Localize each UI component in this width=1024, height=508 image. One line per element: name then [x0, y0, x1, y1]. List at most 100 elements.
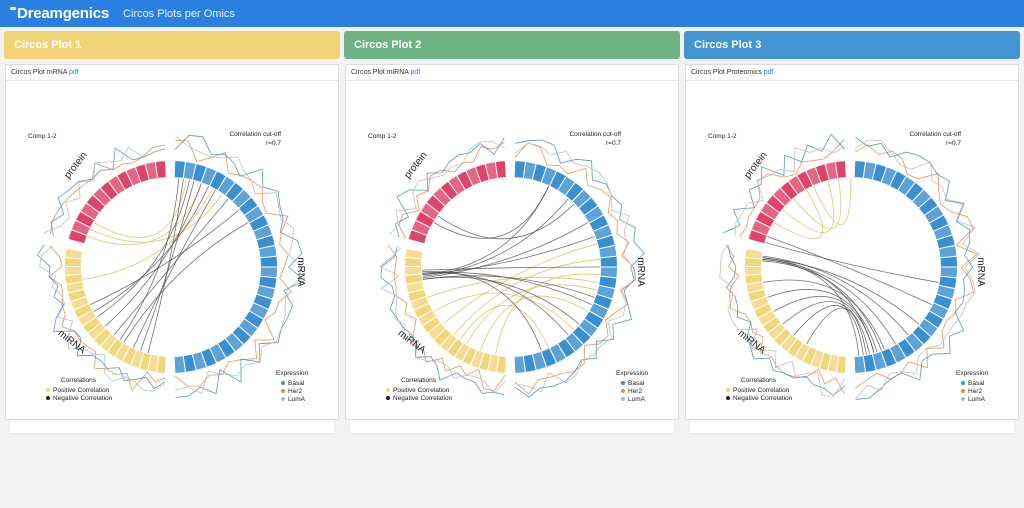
plot-text: r=0.7 [606, 140, 621, 147]
mrna-block-segment [863, 354, 876, 372]
app-title: Circos Plots per Omics [123, 7, 235, 20]
panel-header[interactable]: Circos Plot 3 [684, 31, 1020, 59]
protein-block-segment [815, 164, 829, 183]
correlation-link [453, 258, 600, 336]
mrna-block-segment [514, 161, 525, 178]
protein-block-segment [117, 171, 133, 190]
mrna-block-segment [579, 319, 598, 337]
mirna-block-segment [71, 296, 89, 310]
plot-text: LumA [288, 396, 306, 403]
mrna-block-segment [244, 311, 264, 328]
mrna-block-segment [550, 344, 566, 363]
protein-block-segment [797, 171, 813, 190]
correlation-link [422, 198, 569, 277]
expression-line [854, 144, 978, 389]
mrna-block-segment [929, 215, 949, 231]
correlation-link [119, 178, 180, 341]
correlation-link [104, 183, 202, 327]
expression-line [514, 142, 637, 395]
mrna-block-segment [933, 225, 952, 240]
mrna-block-segment [572, 189, 591, 208]
mirna-block-segment [440, 334, 457, 352]
mirna-block-segment [122, 347, 137, 365]
mirna-block-segment [745, 267, 762, 275]
plot-text: Negative Correlation [733, 395, 793, 402]
correlation-link [765, 242, 939, 283]
correlation-link [762, 258, 860, 356]
mirna-block-segment [758, 310, 776, 326]
pdf-link[interactable]: pdf [410, 69, 421, 76]
pdf-link[interactable]: pdf [763, 69, 774, 76]
mrna-block-segment [249, 215, 269, 231]
mirna-block-segment [131, 350, 144, 368]
correlation-link [422, 266, 601, 271]
expression-line [48, 245, 166, 391]
protein-block-segment [108, 176, 125, 195]
plot-text: Her2 [628, 388, 642, 395]
protein-block-segment [81, 203, 99, 220]
mirna-block-segment [405, 249, 423, 259]
legend-dot-negative [726, 396, 730, 400]
plot-text: Basal [968, 380, 985, 387]
mirna-block-segment [139, 352, 151, 371]
correlation-link [93, 179, 187, 238]
mrna-block-segment [259, 245, 277, 258]
mirna-block-segment [434, 329, 451, 346]
plot-text: LumA [628, 396, 646, 403]
mirna-block-segment [471, 350, 484, 368]
expression-line [387, 245, 506, 392]
correlation-link [433, 186, 549, 239]
correlation-link [459, 304, 550, 348]
protein-block-segment [433, 188, 451, 206]
mirna-block-segment [115, 343, 130, 361]
protein-block-segment [100, 181, 118, 200]
legend-dot-expression [961, 389, 965, 393]
app-logo[interactable]: Dreamgenics [10, 5, 109, 22]
mrna-block-segment [572, 326, 591, 345]
expression-line [174, 134, 306, 398]
mirna-block-segment [754, 303, 772, 318]
protein-block-segment [773, 188, 791, 206]
panel-footer [350, 420, 674, 433]
plot-text: miRNA [396, 328, 428, 356]
plot-text: Her2 [288, 388, 302, 395]
correlation-link [96, 179, 190, 318]
protein-block-segment [756, 211, 775, 228]
protein-block-segment [68, 230, 87, 244]
plot-text: protein [62, 150, 89, 181]
mirna-block-segment [462, 347, 477, 365]
expression-line [39, 245, 166, 392]
protein-block-segment [751, 220, 770, 235]
correlation-link [422, 272, 569, 336]
mirna-block-segment [479, 352, 491, 371]
correlation-link [90, 209, 240, 305]
protein-block-segment [825, 162, 838, 180]
mirna-block-segment [100, 334, 117, 352]
panel-header[interactable]: Circos Plot 2 [344, 31, 680, 59]
correlation-link [90, 193, 223, 243]
mrna-block-segment [919, 319, 938, 337]
correlation-link [762, 255, 909, 336]
mrna-block-segment [939, 245, 957, 258]
mirna-block-segment [411, 296, 429, 310]
protein-block-segment [76, 211, 95, 228]
correlation-link [762, 260, 882, 351]
mirna-block-segment [780, 334, 797, 352]
plot-text: Negative Correlation [53, 395, 113, 402]
protein-block-segment [411, 220, 430, 235]
legend-dot-expression [621, 397, 625, 401]
mirna-block-segment [837, 356, 846, 373]
mrna-block-segment [532, 164, 547, 183]
mirna-block-segment [745, 258, 762, 267]
mrna-block-segment [256, 235, 275, 249]
panel-header[interactable]: Circos Plot 1 [4, 31, 340, 59]
mrna-block-segment [905, 182, 923, 201]
pdf-link[interactable]: pdf [68, 69, 79, 76]
mrna-block-segment [854, 356, 865, 373]
plot-text: Positive Correlation [733, 387, 790, 394]
mirna-block-segment [795, 343, 810, 361]
correlation-link [147, 178, 184, 354]
mrna-block-segment [593, 225, 612, 240]
mrna-block-segment [183, 162, 196, 180]
plot-text: r=0.7 [266, 140, 281, 147]
